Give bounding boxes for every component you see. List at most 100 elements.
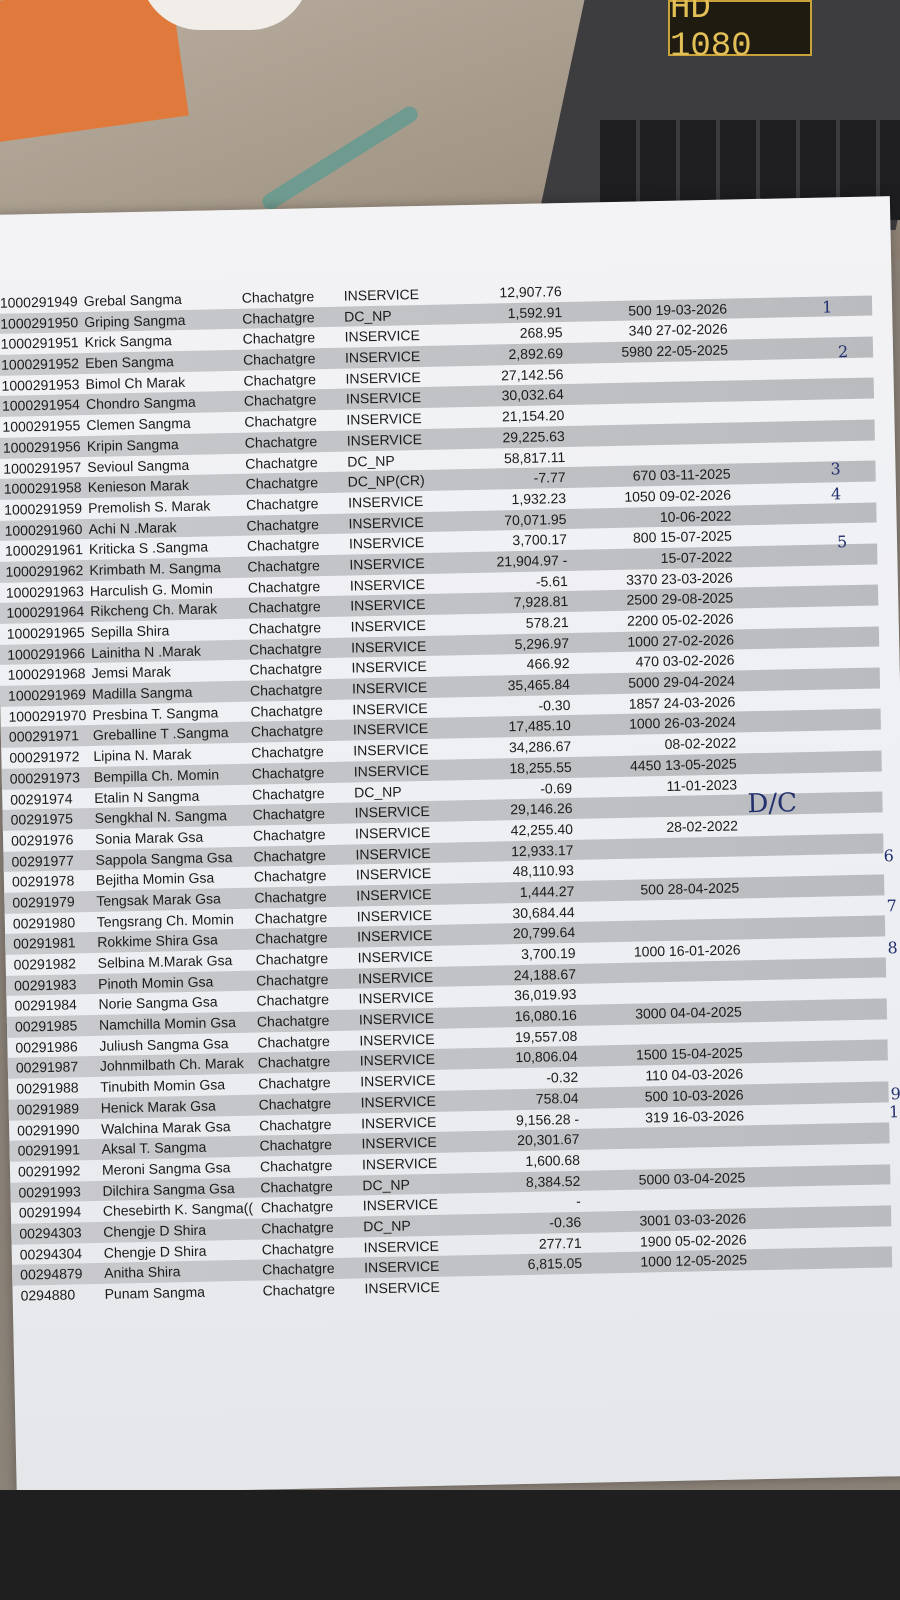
account-id: 1000291964 — [6, 603, 85, 622]
branch: Chachatgre — [249, 681, 323, 699]
customer-name: Henick Marak Gsa — [100, 1097, 217, 1116]
branch: Chachatgre — [245, 495, 319, 513]
last-payment: 3001 03-03-2026 — [639, 1210, 747, 1229]
account-id: 1000291959 — [4, 500, 83, 518]
customer-name: Etalin N Sangma — [94, 787, 200, 806]
customer-name: Bempilla Ch. Momin — [93, 766, 220, 785]
status: INSERVICE — [362, 1196, 439, 1214]
balance: 1,444.27 — [519, 882, 575, 900]
branch: Chachatgre — [243, 391, 317, 410]
balance: -5.61 — [535, 572, 568, 590]
account-id: 1000291949 — [0, 293, 78, 311]
last-payment: 1857 24-03-2026 — [628, 693, 736, 712]
account-id: 000291973 — [9, 769, 81, 787]
last-payment: 5000 29-04-2024 — [628, 672, 736, 691]
status: INSERVICE — [360, 1071, 436, 1090]
branch: Chachatgre — [258, 1115, 332, 1134]
account-id: 1000291953 — [1, 375, 80, 394]
status: INSERVICE — [356, 906, 433, 925]
status: INSERVICE — [346, 430, 423, 449]
balance: 12,907.76 — [499, 283, 562, 301]
branch: Chachatgre — [245, 474, 319, 492]
last-payment — [591, 983, 741, 986]
customer-name: Chesebirth K. Sangma(( — [102, 1199, 254, 1220]
account-id: 1000291965 — [6, 624, 85, 642]
branch: Chachatgre — [247, 577, 321, 596]
status: INSERVICE — [350, 616, 427, 635]
branch: Chachatgre — [251, 743, 324, 761]
balance: 20,301.67 — [517, 1131, 580, 1149]
annotation-1: 1 — [821, 297, 833, 317]
last-payment — [590, 921, 740, 924]
branch: Chachatgre — [246, 536, 320, 554]
status: INSERVICE — [357, 968, 434, 987]
last-payment: 1500 15-04-2025 — [635, 1044, 743, 1064]
branch: Chachatgre — [250, 722, 324, 741]
account-id: 00291978 — [11, 872, 75, 890]
status: INSERVICE — [346, 410, 422, 428]
customer-name: Sonia Marak Gsa — [94, 828, 204, 847]
account-id: 1000291955 — [2, 417, 81, 435]
customer-name: Grebal Sangma — [83, 291, 183, 310]
customer-name: Chengje D Shira — [103, 1242, 207, 1261]
customer-name: Bimol Ch Marak — [85, 373, 186, 392]
status: INSERVICE — [361, 1154, 438, 1173]
status: DC_NP — [363, 1217, 411, 1235]
status: DC_NP — [347, 452, 395, 470]
branch: Chachatgre — [256, 991, 330, 1009]
account-id: 00294303 — [19, 1224, 82, 1242]
balance: 18,255.55 — [509, 758, 572, 777]
branch: Chachatgre — [253, 867, 327, 885]
branch: Chachatgre — [251, 763, 325, 782]
customer-name: Punam Sangma — [104, 1283, 206, 1302]
last-payment: 800 15-07-2025 — [632, 527, 733, 546]
account-id: 000291972 — [9, 748, 80, 766]
last-payment — [580, 424, 730, 427]
status: INSERVICE — [354, 823, 431, 842]
account-id: 1000291961 — [4, 541, 84, 560]
status: DC_NP — [344, 307, 392, 325]
customer-name: Norie Sangma Gsa — [98, 993, 218, 1013]
balance: 1,592.91 — [507, 303, 563, 321]
last-payment: 500 28-04-2025 — [640, 879, 740, 898]
status: INSERVICE — [348, 534, 425, 552]
branch: Chachatgre — [255, 929, 328, 947]
account-id: 00291982 — [13, 955, 77, 973]
balance: 1,932.23 — [511, 489, 567, 508]
last-payment — [587, 797, 737, 800]
account-id: 00291977 — [11, 851, 74, 870]
last-payment: 3370 23-03-2026 — [625, 569, 733, 588]
last-payment: 28-02-2022 — [666, 817, 739, 835]
status: INSERVICE — [360, 1092, 437, 1111]
balance: -0.36 — [549, 1213, 582, 1231]
balance: 3,700.17 — [512, 531, 568, 549]
last-payment: 340 27-02-2026 — [628, 320, 728, 340]
status: INSERVICE — [347, 492, 424, 511]
balance: 16,080.16 — [514, 1006, 578, 1025]
annotation-4: 4 — [830, 484, 842, 504]
balance: -7.77 — [533, 469, 566, 486]
annotation-10: 10 — [888, 1101, 900, 1122]
last-payment: 15-07-2022 — [660, 548, 733, 566]
account-id: 00291988 — [16, 1079, 79, 1097]
balance: 10,806.04 — [515, 1048, 578, 1066]
status: INSERVICE — [345, 368, 421, 387]
customer-name: Kriticka S .Sangma — [88, 538, 209, 558]
balance: 35,465.84 — [507, 676, 571, 694]
status: INSERVICE — [351, 658, 427, 676]
account-id: 00291984 — [14, 996, 78, 1015]
balance: 27,142.56 — [501, 365, 564, 384]
customer-name: Chondro Sangma — [85, 394, 196, 413]
branch: Chachatgre — [243, 370, 317, 389]
balance: 48,110.93 — [512, 862, 575, 880]
branch: Chachatgre — [248, 639, 322, 658]
branch: Chachatgre — [254, 888, 327, 906]
last-payment: 500 10-03-2026 — [644, 1086, 744, 1105]
last-payment — [591, 962, 741, 965]
last-payment — [578, 362, 728, 365]
customer-name: Johnmilbath Ch. Marak — [99, 1055, 244, 1075]
account-id: 00291994 — [18, 1203, 82, 1221]
account-id: 00291985 — [14, 1017, 78, 1035]
status: INSERVICE — [364, 1278, 440, 1297]
branch: Chachatgre — [249, 660, 323, 679]
